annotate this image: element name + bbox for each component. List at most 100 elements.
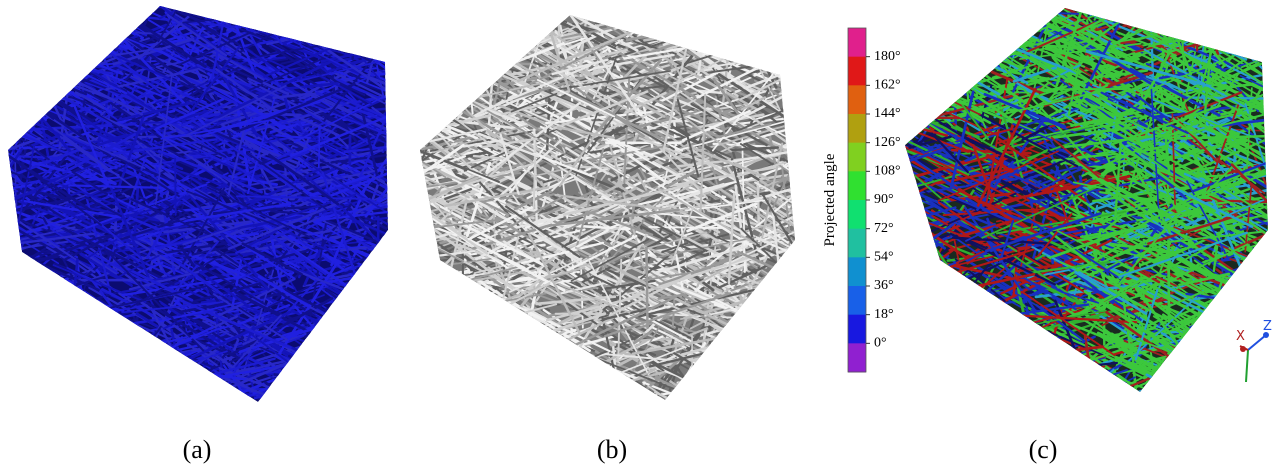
- fiber: [385, 55, 440, 83]
- fiber: [878, 244, 930, 248]
- fiber: [279, 0, 330, 10]
- fiber: [1179, 375, 1220, 390]
- fiber: [747, 1, 808, 36]
- fiber: [344, 299, 424, 314]
- fiber: [0, 256, 39, 286]
- fiber: [10, 368, 34, 440]
- fiber: [462, 26, 520, 68]
- colorbar-segment: [848, 286, 866, 315]
- fiber: [402, 12, 520, 41]
- fiber: [412, 317, 482, 325]
- fiber: [390, 10, 459, 45]
- fiber: [729, 346, 772, 370]
- colorbar-segment: [848, 343, 866, 372]
- fiber: [49, 0, 131, 50]
- fiber: [0, 14, 47, 66]
- fiber: [905, 49, 970, 69]
- fiber: [1013, 341, 1069, 365]
- fiber: [363, 340, 406, 356]
- fiber: [1178, 6, 1245, 24]
- fiber: [0, 0, 24, 31]
- fiber: [739, 310, 747, 334]
- fiber: [734, 328, 815, 350]
- fiber: [1238, 298, 1266, 321]
- fiber: [907, 324, 1008, 369]
- fiber: [463, 314, 516, 405]
- fiber: [915, 320, 1002, 404]
- fiber: [40, 0, 98, 26]
- fiber: [0, 54, 76, 104]
- fiber: [323, 382, 368, 396]
- fiber: [922, 0, 992, 43]
- fiber: [698, 7, 813, 49]
- fiber: [1214, 0, 1252, 16]
- fiber: [983, 358, 1069, 387]
- fiber: [439, 50, 507, 89]
- fiber: [394, 254, 437, 281]
- fiber: [144, 377, 202, 407]
- fiber: [702, 347, 738, 370]
- fiber: [950, 0, 981, 6]
- fiber: [854, 242, 947, 265]
- fiber: [33, 51, 95, 89]
- fiber: [40, 362, 135, 404]
- fiber: [970, 357, 1060, 396]
- fiber: [1064, 367, 1096, 385]
- fiber: [1249, 6, 1275, 19]
- fiber: [1103, 0, 1206, 23]
- fiber: [752, 300, 767, 361]
- fiber: [101, 348, 178, 433]
- fiber: [108, 368, 219, 401]
- fiber: [919, 91, 943, 100]
- fiber: [373, 285, 488, 340]
- fiber: [891, 63, 964, 105]
- fiber: [751, 338, 844, 381]
- fiber: [104, 1, 140, 17]
- fiber: [505, 368, 538, 381]
- fiber: [1031, 364, 1036, 419]
- fiber: [408, 324, 485, 373]
- fiber: [734, 305, 792, 315]
- fiber: [920, 335, 934, 419]
- fiber: [764, 32, 823, 63]
- fiber: [1030, 358, 1105, 379]
- fiber: [374, 323, 451, 425]
- fiber: [39, 0, 119, 7]
- fiber: [628, 2, 642, 23]
- fiber: [0, 381, 37, 398]
- fiber: [342, 14, 373, 27]
- fiber: [129, 381, 202, 417]
- fiber: [88, 0, 106, 20]
- fiber: [901, 50, 945, 65]
- fiber: [0, 32, 54, 72]
- fiber: [897, 295, 980, 338]
- fiber: [34, 365, 36, 395]
- fiber: [363, 391, 380, 414]
- fiber: [121, 363, 170, 373]
- fiber: [703, 384, 735, 403]
- fiber: [695, 361, 745, 371]
- fiber: [457, 27, 512, 48]
- fiber: [289, 369, 398, 421]
- fiber: [314, 0, 377, 55]
- fiber: [300, 371, 413, 428]
- fiber: [371, 276, 386, 346]
- fiber: [461, 382, 534, 415]
- fiber: [285, 369, 327, 385]
- fiber: [669, 0, 678, 41]
- fiber: [273, 355, 390, 387]
- fiber: [696, 364, 728, 385]
- fiber: [951, 333, 1051, 394]
- fiber: [949, 372, 1007, 413]
- fiber: [915, 0, 1035, 43]
- fiber: [351, 23, 376, 38]
- fiber: [964, 371, 1019, 417]
- fiber: [729, 381, 764, 396]
- fiber: [440, 0, 490, 26]
- fiber: [0, 389, 87, 408]
- fiber: [36, 385, 61, 395]
- fiber: [974, 352, 1024, 369]
- fiber: [31, 334, 134, 409]
- fiber: [925, 320, 985, 337]
- fiber: [378, 317, 475, 329]
